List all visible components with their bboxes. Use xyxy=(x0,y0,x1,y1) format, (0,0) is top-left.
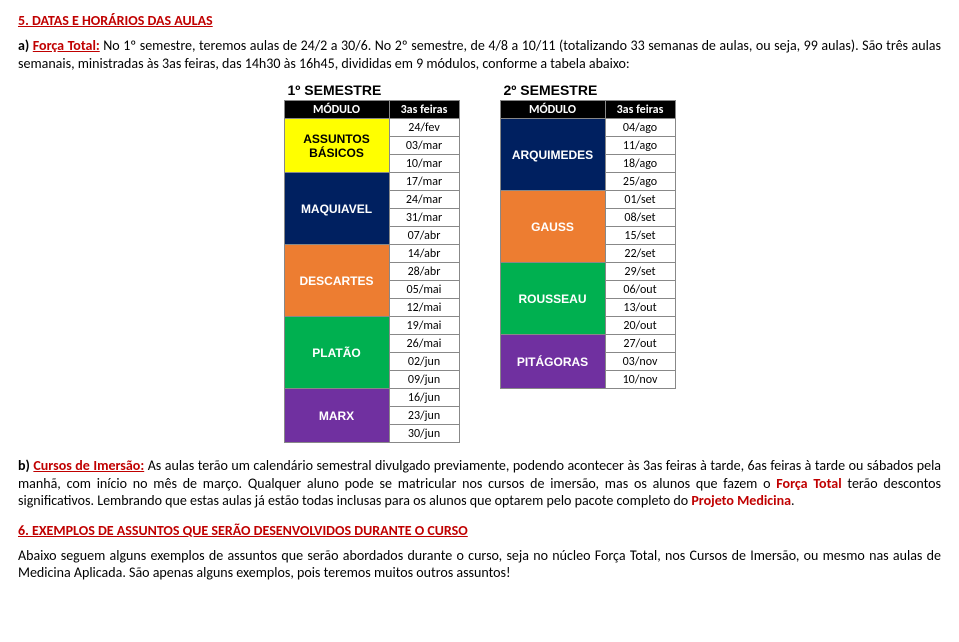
date-cell: 12/mai xyxy=(389,299,459,317)
table-row: ARQUIMEDES04/ago xyxy=(500,119,675,137)
date-cell: 03/mar xyxy=(389,137,459,155)
date-cell: 24/mar xyxy=(389,191,459,209)
module-cell: DESCARTES xyxy=(284,245,389,317)
module-cell: MARX xyxy=(284,389,389,443)
paragraph-a: a) Força Total: No 1º semestre, teremos … xyxy=(18,37,941,72)
module-cell: ARQUIMEDES xyxy=(500,119,605,191)
paragraph-b: b) Cursos de Imersão: As aulas terão um … xyxy=(18,457,941,510)
date-cell: 18/ago xyxy=(605,155,675,173)
item-b-prefix: b) xyxy=(18,457,33,474)
item-a-text: No 1º semestre, teremos aulas de 24/2 a … xyxy=(18,37,941,72)
date-cell: 16/jun xyxy=(389,389,459,407)
table-header: 3as feiras xyxy=(389,101,459,119)
date-cell: 14/abr xyxy=(389,245,459,263)
table-row: DESCARTES14/abr xyxy=(284,245,459,263)
module-cell: PITÁGORAS xyxy=(500,335,605,389)
forca-total-label: Força Total: xyxy=(33,37,100,54)
table-row: ROUSSEAU29/set xyxy=(500,263,675,281)
date-cell: 02/jun xyxy=(389,353,459,371)
date-cell: 23/jun xyxy=(389,407,459,425)
semester-tables: 1º SEMESTRE MÓDULO3as feirasASSUNTOSBÁSI… xyxy=(18,82,941,443)
date-cell: 01/set xyxy=(605,191,675,209)
semester-2-block: 2º SEMESTRE MÓDULO3as feirasARQUIMEDES04… xyxy=(500,82,676,443)
date-cell: 24/fev xyxy=(389,119,459,137)
date-cell: 04/ago xyxy=(605,119,675,137)
module-cell: GAUSS xyxy=(500,191,605,263)
date-cell: 03/nov xyxy=(605,353,675,371)
date-cell: 30/jun xyxy=(389,425,459,443)
date-cell: 28/abr xyxy=(389,263,459,281)
date-cell: 29/set xyxy=(605,263,675,281)
date-cell: 27/out xyxy=(605,335,675,353)
module-cell: PLATÃO xyxy=(284,317,389,389)
date-cell: 31/mar xyxy=(389,209,459,227)
date-cell: 20/out xyxy=(605,317,675,335)
table-header: MÓDULO xyxy=(284,101,389,119)
module-cell: MAQUIAVEL xyxy=(284,173,389,245)
cursos-imersao-label: Cursos de Imersão: xyxy=(33,457,144,474)
date-cell: 08/set xyxy=(605,209,675,227)
schedule-table: MÓDULO3as feirasARQUIMEDES04/ago11/ago18… xyxy=(500,100,676,389)
table-row: MAQUIAVEL17/mar xyxy=(284,173,459,191)
date-cell: 05/mai xyxy=(389,281,459,299)
item-a-prefix: a) xyxy=(18,37,33,54)
date-cell: 22/set xyxy=(605,245,675,263)
projeto-medicina-inline: Projeto Medicina xyxy=(691,492,791,509)
table-row: PITÁGORAS27/out xyxy=(500,335,675,353)
date-cell: 07/abr xyxy=(389,227,459,245)
semester-1-title: 1º SEMESTRE xyxy=(284,82,460,98)
date-cell: 15/set xyxy=(605,227,675,245)
schedule-table: MÓDULO3as feirasASSUNTOSBÁSICOS24/fev03/… xyxy=(284,100,460,443)
section-5-title: 5. DATAS E HORÁRIOS DAS AULAS xyxy=(18,12,941,29)
date-cell: 09/jun xyxy=(389,371,459,389)
date-cell: 25/ago xyxy=(605,173,675,191)
paragraph-c: Abaixo seguem alguns exemplos de assunto… xyxy=(18,547,941,582)
module-cell: ASSUNTOSBÁSICOS xyxy=(284,119,389,173)
section-6-title: 6. EXEMPLOS DE ASSUNTOS QUE SERÃO DESENV… xyxy=(18,522,941,539)
date-cell: 26/mai xyxy=(389,335,459,353)
table-header: MÓDULO xyxy=(500,101,605,119)
table-row: ASSUNTOSBÁSICOS24/fev xyxy=(284,119,459,137)
date-cell: 13/out xyxy=(605,299,675,317)
table-row: PLATÃO19/mai xyxy=(284,317,459,335)
item-b-text-3: . xyxy=(791,492,795,509)
table-row: GAUSS01/set xyxy=(500,191,675,209)
module-cell: ROUSSEAU xyxy=(500,263,605,335)
semester-1-block: 1º SEMESTRE MÓDULO3as feirasASSUNTOSBÁSI… xyxy=(284,82,460,443)
date-cell: 10/mar xyxy=(389,155,459,173)
table-row: MARX16/jun xyxy=(284,389,459,407)
date-cell: 19/mai xyxy=(389,317,459,335)
date-cell: 10/nov xyxy=(605,371,675,389)
date-cell: 11/ago xyxy=(605,137,675,155)
date-cell: 06/out xyxy=(605,281,675,299)
semester-2-title: 2º SEMESTRE xyxy=(500,82,676,98)
table-header: 3as feiras xyxy=(605,101,675,119)
forca-total-inline: Força Total xyxy=(776,475,841,492)
date-cell: 17/mar xyxy=(389,173,459,191)
